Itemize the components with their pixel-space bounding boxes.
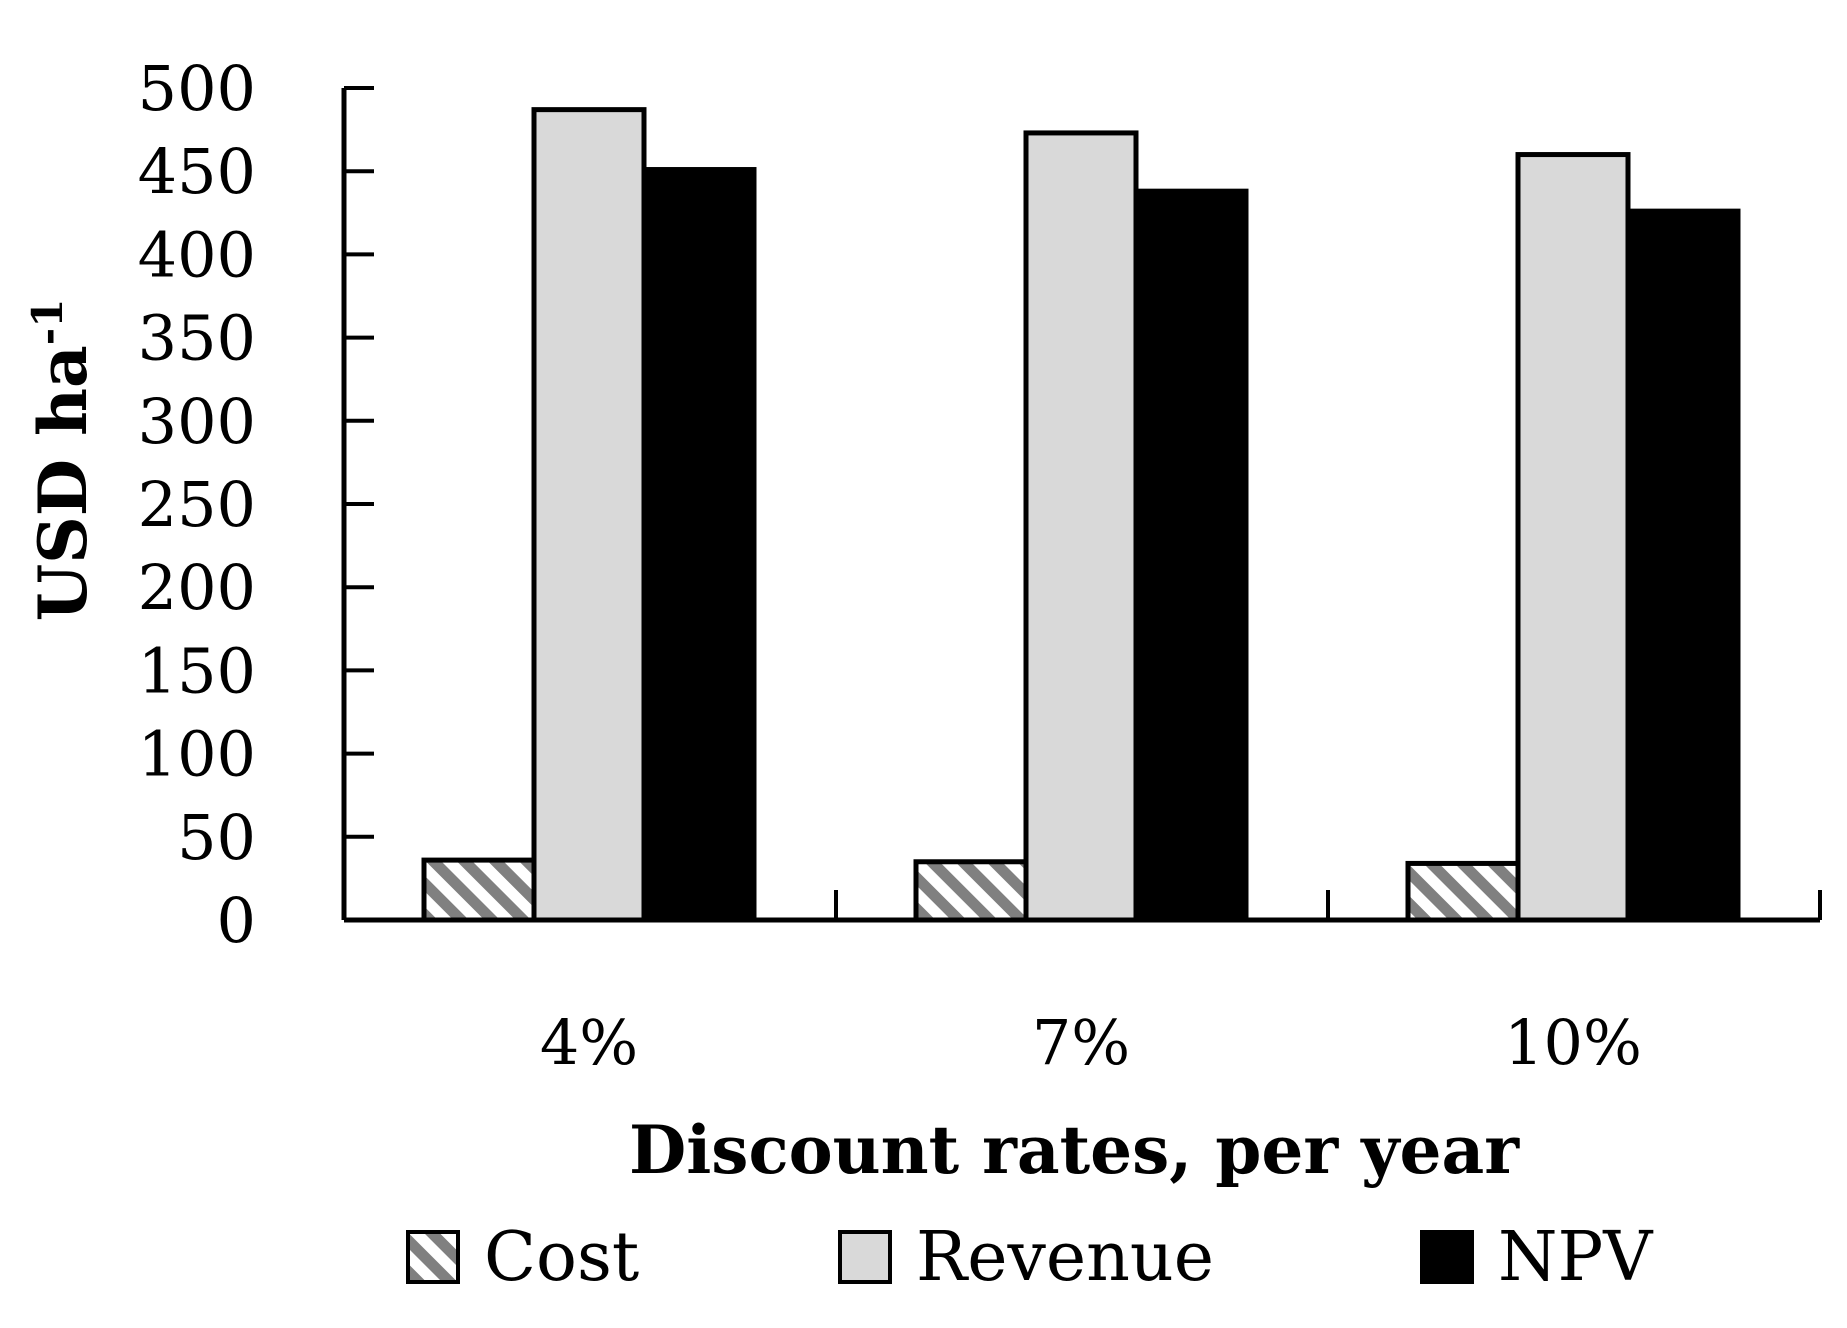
axes [341, 88, 1822, 923]
legend: Cost Revenue NPV [406, 1218, 1654, 1297]
bar-revenue-1 [1023, 130, 1139, 923]
y-tick-label: 150 [138, 634, 256, 707]
y-tick-label: 500 [138, 52, 256, 125]
y-tick-label: 300 [138, 385, 256, 458]
y-tick-label: 350 [138, 302, 256, 375]
legend-label-revenue: Revenue [916, 1218, 1214, 1297]
y-tick-label: 200 [138, 551, 256, 624]
x-axis-title: Discount rates, per year [629, 1111, 1520, 1189]
y-axis-title-text: USD ha [24, 345, 102, 621]
legend-swatch-npv [1420, 1230, 1474, 1284]
x-tick-label: 7% [1032, 1006, 1130, 1079]
y-axis-title-superscript: -1 [23, 299, 72, 346]
bar-npv-0 [641, 167, 757, 923]
bar-revenue-0 [531, 107, 647, 923]
y-tick-label: 0 [217, 884, 256, 957]
y-axis-ticks: 0 50 100 150 200 250 300 350 400 450 500 [138, 52, 374, 957]
legend-label-cost: Cost [484, 1218, 639, 1297]
legend-label-npv: NPV [1498, 1218, 1654, 1297]
y-tick-label: 250 [138, 468, 256, 541]
y-tick-label: 450 [138, 135, 256, 208]
bar-npv-2 [1625, 208, 1741, 923]
bar-cost-2 [1405, 860, 1521, 923]
bar-cost-0 [421, 857, 537, 923]
y-axis-title: USD ha-1 [23, 299, 103, 622]
y-tick-label: 100 [138, 718, 256, 791]
y-tick-label: 50 [177, 801, 256, 874]
y-tick-label: 400 [138, 218, 256, 291]
bar-cost-1 [913, 859, 1029, 923]
legend-swatch-cost [406, 1230, 460, 1284]
bar-revenue-2 [1515, 152, 1631, 923]
x-tick-label: 10% [1504, 1006, 1642, 1079]
bars [421, 107, 1741, 923]
legend-swatch-revenue [838, 1230, 892, 1284]
bar-npv-1 [1133, 188, 1249, 923]
x-axis-tick-labels: 4% 7% 10% [540, 1006, 1642, 1079]
x-tick-label: 4% [540, 1006, 638, 1079]
